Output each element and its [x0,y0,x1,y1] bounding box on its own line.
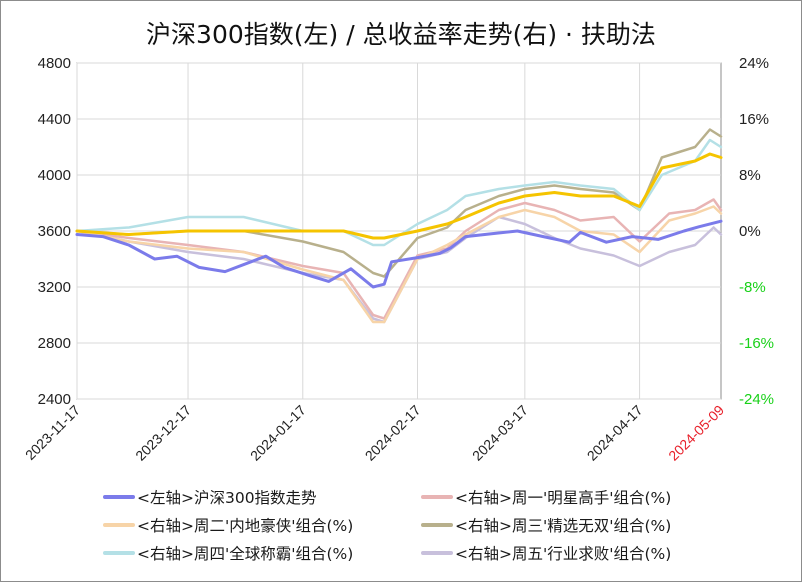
legend-label: <右轴>周四'全球称霸'组合(%) [137,545,353,563]
legend: <左轴>沪深300指数走势 <右轴>周一'明星高手'组合(%) <右轴>周二'内地豪… [103,489,671,563]
y-left-tick-label: 4800 [38,55,71,72]
y-right-tick-label: 16% [739,111,769,128]
legend-label: <右轴>周三'精选无双'组合(%) [455,517,671,535]
x-tick-label: 2023-12-17 [132,402,194,464]
x-tick-label: 2024-05-09 [665,402,727,464]
y-left-tick-label: 3200 [38,279,71,296]
x-tick-label: 2024-02-17 [362,402,424,464]
legend-label: <右轴>周二'内地豪侠'组合(%) [137,516,353,535]
x-tick-label: 2024-03-17 [469,402,531,464]
y-left-tick-label: 2800 [38,335,71,352]
y-left-tick-label: 4000 [38,167,71,184]
y-left-tick-label: 2400 [38,391,71,408]
x-tick-label: 2024-04-17 [584,402,646,464]
chart-title: 沪深300指数(左) / 总收益率走势(右) · 扶助法 [146,20,656,49]
y-right-tick-label: 8% [739,167,761,184]
series-lines [75,128,723,324]
series-line-4 [75,138,723,247]
legend-label: <左轴>沪深300指数走势 [137,489,317,507]
y-right-tick-label: 24% [739,55,769,72]
y-left-tick-label: 3600 [38,223,71,240]
legend-label: <右轴>周一'明星高手'组合(%) [455,489,671,507]
y-right-tick-label: -8% [739,279,766,296]
x-tick-label: 2023-11-17 [22,402,83,463]
series-line-0 [75,219,723,289]
series-line-3 [75,128,723,278]
y-left-tick-label: 4400 [38,111,71,128]
y-right-tick-label: -16% [739,335,774,352]
series-line-6 [75,152,723,240]
series-line-2 [75,205,723,324]
y-right-tick-label: -24% [739,391,774,408]
y-right-tick-label: 0% [739,223,761,240]
x-tick-label: 2024-01-17 [247,402,309,464]
legend-label: <右轴>周五'行业求败'组合(%) [455,545,671,563]
